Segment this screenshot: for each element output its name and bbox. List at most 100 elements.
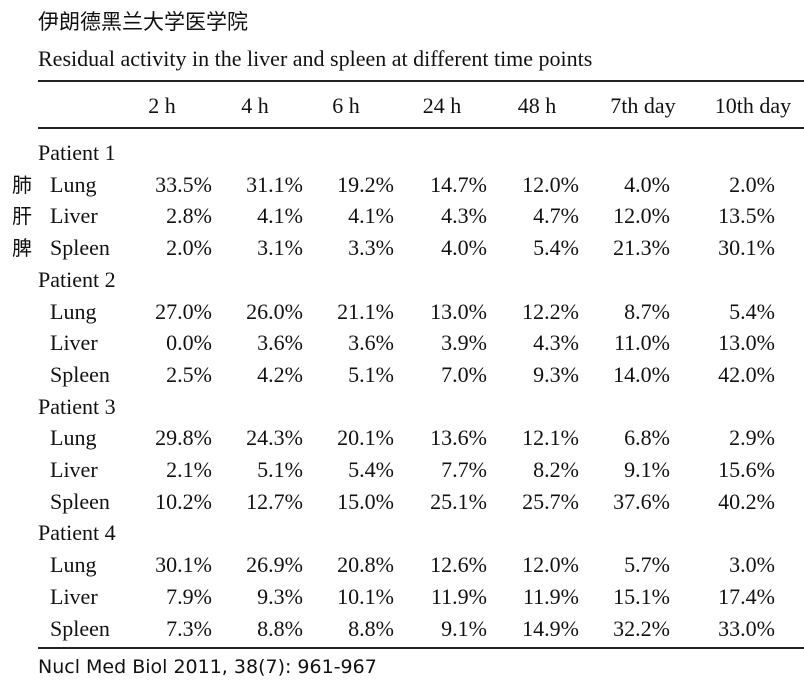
cell: 15.6%	[718, 457, 775, 482]
cell: 12.0%	[522, 552, 579, 578]
row-label: Lung	[50, 552, 97, 578]
cell: 13.6%	[430, 425, 487, 451]
cell: 12.0%	[613, 203, 670, 229]
cell: 2.1%	[166, 457, 212, 482]
top-rule	[38, 80, 804, 82]
cell: 5.4%	[348, 457, 394, 482]
group-label: Patient 2	[38, 266, 116, 292]
cell: 5.7%	[624, 552, 670, 578]
cell: 10.1%	[337, 583, 394, 609]
cell: 11.0%	[613, 330, 670, 356]
cell: 19.2%	[337, 171, 394, 197]
bottom-rule	[38, 647, 804, 649]
cell: 9.1%	[624, 457, 670, 482]
row-label: Liver	[50, 203, 98, 229]
cell: 2.9%	[729, 425, 775, 451]
cell: 13.5%	[718, 203, 775, 229]
cell: 12.6%	[430, 552, 487, 578]
cell: 32.2%	[613, 615, 670, 641]
cell: 29.8%	[155, 425, 212, 451]
cell: 8.8%	[257, 615, 303, 641]
cell: 2.5%	[166, 361, 212, 387]
row-label: Spleen	[50, 615, 110, 641]
group-label: Patient 4	[38, 520, 116, 546]
cell: 12.2%	[522, 298, 579, 324]
cell: 12.7%	[246, 488, 303, 514]
cell: 12.1%	[522, 425, 579, 451]
cell: 3.6%	[348, 330, 394, 356]
cell: 7.7%	[441, 457, 487, 482]
cell: 33.5%	[155, 171, 212, 197]
cell: 7.9%	[166, 583, 212, 609]
cell: 4.1%	[348, 203, 394, 229]
cell: 20.1%	[337, 425, 394, 451]
cell: 9.3%	[257, 583, 303, 609]
cell: 40.2%	[718, 488, 775, 514]
cell: 9.3%	[533, 361, 579, 387]
cell: 21.3%	[613, 235, 670, 261]
cell: 4.3%	[441, 203, 487, 229]
cell: 21.1%	[337, 298, 394, 324]
row-label: Spleen	[50, 235, 110, 261]
cell: 17.4%	[718, 583, 775, 609]
cell: 26.0%	[246, 298, 303, 324]
cell: 3.6%	[257, 330, 303, 356]
cell: 4.2%	[257, 361, 303, 387]
cell: 33.0%	[718, 615, 775, 641]
row-annotation: 肝	[12, 204, 32, 229]
cell: 4.0%	[441, 235, 487, 261]
column-header: 2 h	[148, 93, 176, 118]
cell: 7.3%	[166, 615, 212, 641]
column-header: 10th day	[714, 93, 792, 118]
cell: 5.1%	[257, 457, 303, 482]
cell: 30.1%	[718, 235, 775, 261]
cell: 8.8%	[348, 615, 394, 641]
title: 伊朗德黑兰大学医学院	[38, 10, 248, 34]
cell: 15.0%	[337, 488, 394, 514]
cell: 3.9%	[441, 330, 487, 356]
cell: 4.0%	[624, 171, 670, 197]
cell: 8.2%	[533, 457, 579, 482]
row-label: Lung	[50, 425, 97, 451]
row-label: Liver	[50, 457, 98, 482]
cell: 2.8%	[166, 203, 212, 229]
cell: 3.3%	[348, 235, 394, 261]
cell: 14.7%	[430, 171, 487, 197]
cell: 14.9%	[522, 615, 579, 641]
cell: 8.7%	[624, 298, 670, 324]
column-header: 6 h	[332, 93, 360, 118]
cell: 0.0%	[166, 330, 212, 356]
header-rule	[38, 127, 804, 129]
cell: 3.0%	[729, 552, 775, 578]
cell: 11.9%	[522, 583, 579, 609]
cell: 7.0%	[441, 361, 487, 387]
cell: 5.4%	[533, 235, 579, 261]
cell: 4.7%	[533, 203, 579, 229]
cell: 13.0%	[718, 330, 775, 356]
cell: 13.0%	[430, 298, 487, 324]
cell: 6.8%	[624, 425, 670, 451]
cell: 11.9%	[430, 583, 487, 609]
cell: 3.1%	[257, 235, 303, 261]
row-label: Spleen	[50, 488, 110, 514]
cell: 4.3%	[533, 330, 579, 356]
group-label: Patient 3	[38, 393, 116, 419]
cell: 12.0%	[522, 171, 579, 197]
cell: 42.0%	[718, 361, 775, 387]
column-header: 48 h	[517, 93, 557, 118]
cell: 4.1%	[257, 203, 303, 229]
row-label: Spleen	[50, 361, 110, 387]
column-header: 7th day	[610, 93, 676, 118]
caption: Residual activity in the liver and splee…	[38, 46, 593, 71]
cell: 27.0%	[155, 298, 212, 324]
column-header: 4 h	[241, 93, 269, 118]
cell: 31.1%	[246, 171, 303, 197]
cell: 20.8%	[337, 552, 394, 578]
row-label: Lung	[50, 298, 97, 324]
cell: 10.2%	[155, 488, 212, 514]
cell: 9.1%	[441, 615, 487, 641]
cell: 5.4%	[729, 298, 775, 324]
cell: 30.1%	[155, 552, 212, 578]
row-label: Liver	[50, 583, 98, 609]
